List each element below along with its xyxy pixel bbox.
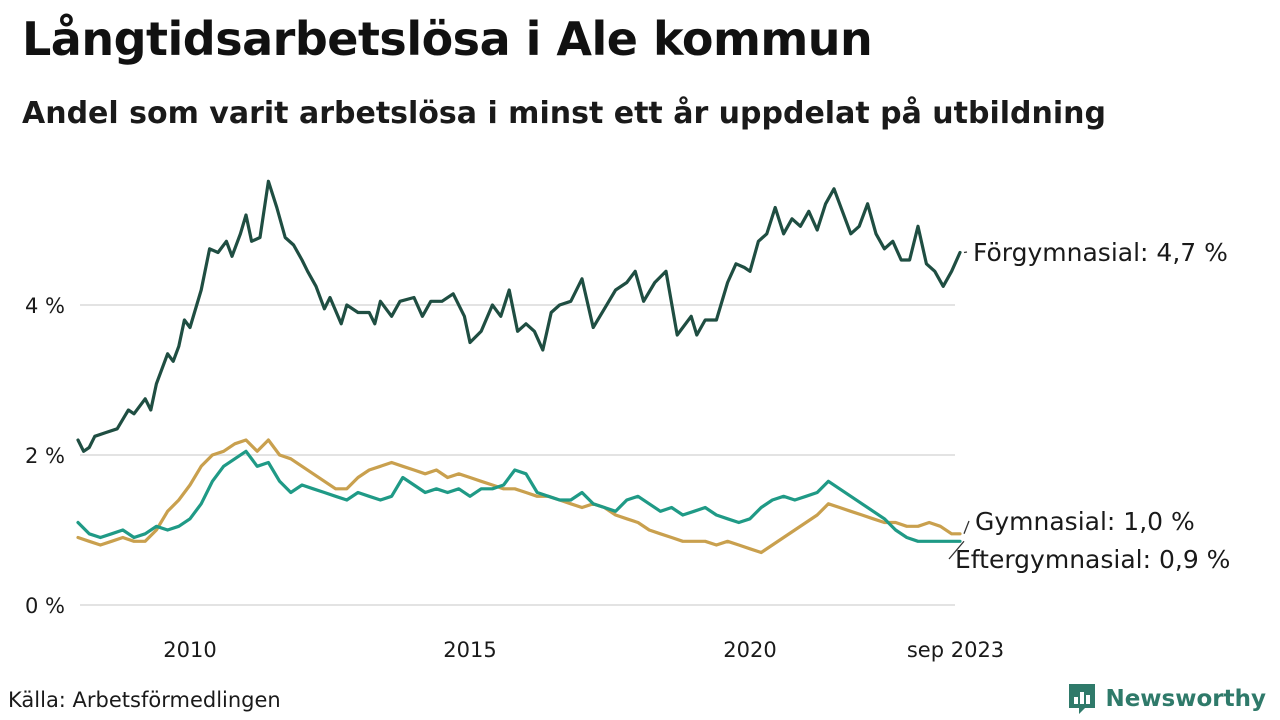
y-tick-label: 4 % — [25, 294, 65, 318]
end-label-eftergymnasial: Eftergymnasial: 0,9 % — [955, 545, 1230, 574]
brand-name: Newsworthy — [1105, 686, 1266, 712]
leader-line — [963, 520, 970, 534]
series-line-gymnasial — [76, 438, 962, 555]
chart-subtitle: Andel som varit arbetslösa i minst ett å… — [22, 96, 1106, 131]
x-tick-label: sep 2023 — [907, 638, 1004, 662]
series-line-förgymnasial — [76, 179, 962, 453]
x-tick-label: 2015 — [443, 638, 496, 662]
series-end-labels: Förgymnasial: 4,7 % Gymnasial: 1,0 % Efter… — [948, 238, 1230, 574]
x-axis-ticks: 2010 2015 2020 sep 2023 — [163, 638, 1004, 662]
leader-line — [963, 251, 968, 254]
gridlines — [80, 304, 955, 606]
end-label-gymnasial: Gymnasial: 1,0 % — [975, 507, 1195, 536]
series-lines — [76, 179, 962, 555]
source-note: Källa: Arbetsförmedlingen — [8, 688, 281, 712]
y-tick-label: 0 % — [25, 594, 65, 618]
brand-logo: Newsworthy — [1067, 682, 1266, 716]
chart-title: Långtidsarbetslösa i Ale kommun — [22, 12, 873, 66]
series-line-eftergymnasial — [76, 449, 962, 543]
end-label-förgymnasial: Förgymnasial: 4,7 % — [973, 238, 1228, 267]
x-tick-label: 2010 — [163, 638, 216, 662]
leader-line — [948, 540, 965, 560]
y-tick-label: 2 % — [25, 444, 65, 468]
y-axis-ticks: 0 % 2 % 4 % — [25, 294, 65, 618]
bar-chart-icon — [1069, 684, 1096, 714]
x-tick-label: 2020 — [723, 638, 776, 662]
